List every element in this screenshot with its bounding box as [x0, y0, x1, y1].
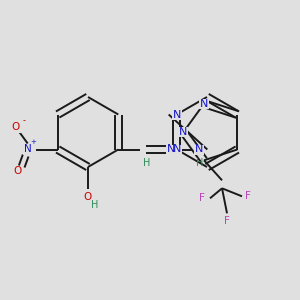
Text: H: H: [196, 158, 203, 167]
Bar: [172, 110, 182, 119]
Text: -: -: [22, 116, 25, 125]
Bar: [172, 145, 182, 154]
Bar: [23, 145, 33, 154]
Text: H: H: [142, 158, 150, 167]
Bar: [11, 122, 21, 133]
Bar: [178, 127, 188, 137]
Bar: [13, 167, 23, 176]
Text: N: N: [179, 127, 188, 137]
Text: F: F: [224, 216, 230, 226]
Text: N: N: [195, 145, 203, 154]
Bar: [199, 99, 209, 109]
Text: O: O: [12, 122, 20, 133]
Text: N: N: [172, 145, 181, 154]
Text: F: F: [245, 191, 251, 201]
Bar: [194, 145, 204, 154]
Text: F: F: [199, 193, 205, 203]
Bar: [81, 191, 95, 203]
Text: +: +: [31, 140, 37, 146]
Text: N: N: [172, 110, 181, 119]
Text: H: H: [91, 200, 99, 210]
Text: O: O: [83, 192, 91, 202]
Text: O: O: [14, 167, 22, 176]
Text: N: N: [167, 145, 176, 154]
Bar: [166, 145, 176, 154]
Text: N: N: [200, 99, 208, 109]
Bar: [142, 158, 150, 166]
Text: N: N: [24, 145, 32, 154]
